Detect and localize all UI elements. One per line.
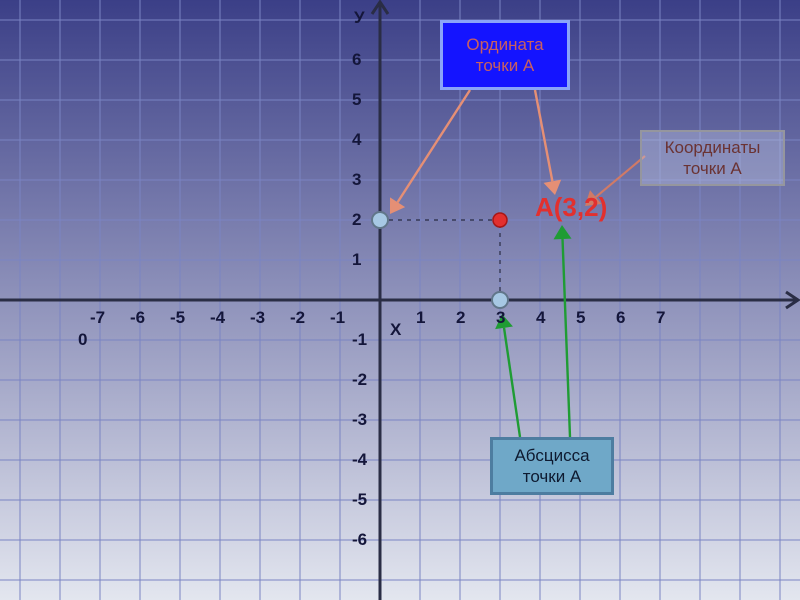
y-tick-1: 1 bbox=[352, 250, 361, 270]
x-tick-3: 3 bbox=[496, 308, 505, 328]
y-tick-5: 5 bbox=[352, 90, 361, 110]
coordinate-plane-diagram: -7 -6 -5 -4 -3 -2 -1 1 2 3 4 5 6 7 -6 -5 -4 -3 -2 -1 1 2 3 4 5 6 У… bbox=[0, 0, 800, 600]
y-tick-4: 4 bbox=[352, 130, 361, 150]
x-tick--2: -2 bbox=[290, 308, 305, 328]
y-tick-3: 3 bbox=[352, 170, 361, 190]
point-A-label: А(3,2) bbox=[535, 192, 607, 223]
y-tick--6: -6 bbox=[352, 530, 367, 550]
y-projection-point bbox=[372, 212, 388, 228]
x-tick--5: -5 bbox=[170, 308, 185, 328]
axis-label-y: У bbox=[354, 8, 365, 28]
x-tick-6: 6 bbox=[616, 308, 625, 328]
axis-label-x: Х bbox=[390, 320, 401, 340]
x-tick-1: 1 bbox=[416, 308, 425, 328]
x-tick-7: 7 bbox=[656, 308, 665, 328]
ordinate-callout-box: Ординататочки А bbox=[440, 20, 570, 90]
x-tick--1: -1 bbox=[330, 308, 345, 328]
svg-layer bbox=[0, 0, 800, 600]
y-tick--4: -4 bbox=[352, 450, 367, 470]
abscissa-callout-box: Абсциссаточки А bbox=[490, 437, 614, 495]
coordinates-callout-box: Координатыточки А bbox=[640, 130, 785, 186]
x-projection-point bbox=[492, 292, 508, 308]
x-tick-2: 2 bbox=[456, 308, 465, 328]
x-tick--7: -7 bbox=[90, 308, 105, 328]
x-tick--3: -3 bbox=[250, 308, 265, 328]
y-tick--3: -3 bbox=[352, 410, 367, 430]
x-tick--4: -4 bbox=[210, 308, 225, 328]
y-tick-2: 2 bbox=[352, 210, 361, 230]
x-tick--6: -6 bbox=[130, 308, 145, 328]
y-tick--2: -2 bbox=[352, 370, 367, 390]
point-A bbox=[493, 213, 507, 227]
y-tick--1: -1 bbox=[352, 330, 367, 350]
y-tick-6: 6 bbox=[352, 50, 361, 70]
x-tick-5: 5 bbox=[576, 308, 585, 328]
x-tick-4: 4 bbox=[536, 308, 545, 328]
y-tick--5: -5 bbox=[352, 490, 367, 510]
origin-zero-label: 0 bbox=[78, 330, 87, 350]
